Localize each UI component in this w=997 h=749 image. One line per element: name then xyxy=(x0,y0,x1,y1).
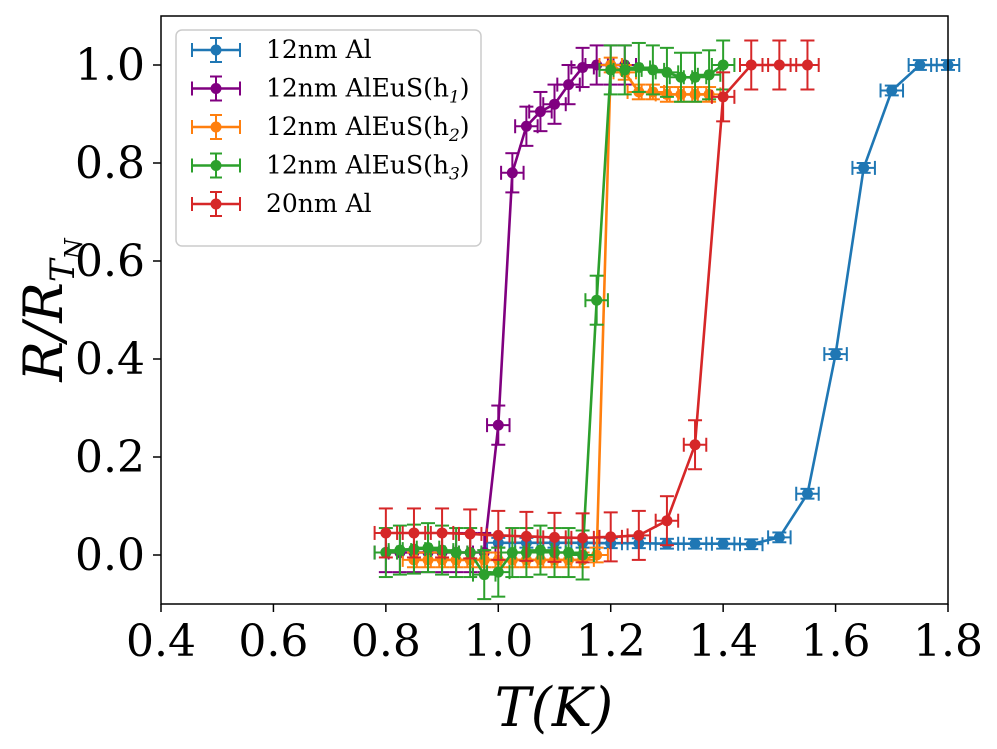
data-point xyxy=(478,569,490,581)
legend-entry-0: 12nm Al xyxy=(191,35,372,64)
legend-label: 12nm AlEuS(h2) xyxy=(266,112,470,146)
data-point xyxy=(436,527,448,539)
data-point xyxy=(745,538,757,550)
data-point xyxy=(534,106,546,118)
data-point xyxy=(492,566,504,578)
data-point xyxy=(380,527,392,539)
x-tick-label: 1.8 xyxy=(913,616,983,667)
y-axis: 0.0 0.2 0.4 0.6 0.8 1.0 xyxy=(75,40,161,581)
data-point xyxy=(886,84,898,96)
data-point xyxy=(464,528,476,540)
x-axis-title: T(K) xyxy=(495,676,614,739)
x-tick-label: 1.6 xyxy=(801,616,871,667)
data-point xyxy=(577,532,589,544)
data-point xyxy=(661,66,673,78)
data-point xyxy=(633,529,645,541)
data-point xyxy=(689,538,701,550)
legend-frame xyxy=(175,29,482,247)
data-point xyxy=(717,538,729,550)
y-tick-label: 0.4 xyxy=(75,334,145,385)
legend-label: 12nm Al xyxy=(266,35,372,64)
x-tick-label: 1.2 xyxy=(576,616,646,667)
data-point xyxy=(717,59,729,71)
data-point xyxy=(661,515,673,527)
data-point xyxy=(689,71,701,83)
series-line xyxy=(385,63,808,540)
data-point xyxy=(563,79,575,91)
data-point xyxy=(422,542,434,554)
legend-label: 12nm AlEuS(h1) xyxy=(266,74,470,108)
data-point xyxy=(689,439,701,451)
legend-label: 20nm Al xyxy=(266,189,372,218)
data-point xyxy=(801,59,813,71)
data-point xyxy=(801,488,813,500)
y-tick-label: 0.8 xyxy=(75,138,145,189)
series-4 xyxy=(373,39,820,564)
data-point xyxy=(830,348,842,360)
data-point xyxy=(506,167,518,179)
data-point xyxy=(408,527,420,539)
legend-swatch xyxy=(191,152,241,179)
data-point xyxy=(520,530,532,542)
data-point xyxy=(563,547,575,559)
data-point xyxy=(605,531,617,543)
x-tick-label: 1.4 xyxy=(688,616,758,667)
y-tick-label: 1.0 xyxy=(75,40,145,91)
series-line xyxy=(498,63,948,546)
data-point xyxy=(914,59,926,71)
data-point xyxy=(492,419,504,431)
x-axis: 0.4 0.6 0.8 1.0 1.2 1.4 1.6 1.8 xyxy=(126,604,983,667)
data-point xyxy=(703,69,715,81)
error-bar xyxy=(654,495,680,547)
data-point xyxy=(591,294,603,306)
data-point xyxy=(492,529,504,541)
legend: 12nm Al 12nm AlEuS(h1) 12nm AlEuS(h2) 12nm … xyxy=(175,29,482,247)
x-tick-label: 0.8 xyxy=(351,616,421,667)
data-point xyxy=(717,91,729,103)
data-point xyxy=(619,64,631,76)
series-0 xyxy=(486,58,961,552)
legend-label: 12nm AlEuS(h3) xyxy=(266,151,470,185)
y-tick-label: 0.0 xyxy=(75,530,145,581)
legend-entry-1: 12nm AlEuS(h1) xyxy=(191,74,470,108)
data-point xyxy=(534,544,546,556)
data-point xyxy=(647,64,659,76)
x-tick-label: 0.6 xyxy=(238,616,308,667)
plot-frame xyxy=(160,15,949,605)
legend-entry-3: 12nm AlEuS(h3) xyxy=(191,151,470,185)
data-point xyxy=(633,61,645,73)
data-point xyxy=(577,61,589,73)
data-point xyxy=(773,59,785,71)
y-tick-label: 0.2 xyxy=(75,432,145,483)
x-tick-label: 0.4 xyxy=(126,616,196,667)
legend-entry-4: 20nm Al xyxy=(191,189,372,218)
data-point xyxy=(549,531,560,543)
data-point xyxy=(549,98,560,110)
data-point xyxy=(773,531,785,543)
data-point xyxy=(858,162,870,174)
legend-swatch xyxy=(191,114,241,140)
legend-swatch xyxy=(191,191,241,217)
x-tick-label: 1.0 xyxy=(463,616,533,667)
data-point xyxy=(745,59,757,71)
y-tick-label: 0.6 xyxy=(75,236,145,287)
data-point xyxy=(520,120,532,132)
legend-swatch xyxy=(191,37,241,63)
legend-entry-2: 12nm AlEuS(h2) xyxy=(191,112,470,146)
data-layer xyxy=(373,39,961,601)
error-bar xyxy=(373,507,399,559)
legend-swatch xyxy=(191,75,241,102)
